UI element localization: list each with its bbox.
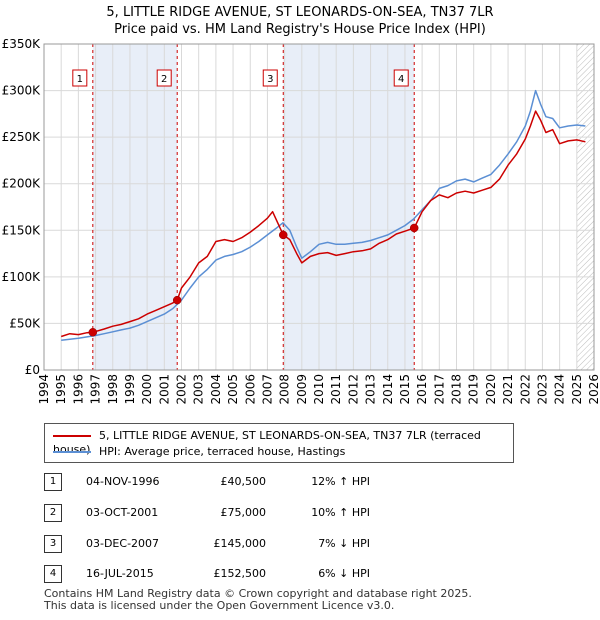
transaction-row: 4 16-JUL-2015 £152,500 6% ↓ HPI bbox=[0, 565, 600, 583]
y-tick-label: £0 bbox=[25, 363, 40, 377]
y-tick-label: £150K bbox=[2, 223, 42, 237]
transaction-number: 2 bbox=[44, 504, 62, 522]
x-tick-label: 2017 bbox=[432, 374, 446, 405]
footer-attribution: Contains HM Land Registry data © Crown c… bbox=[44, 588, 472, 612]
y-tick-label: £50K bbox=[9, 316, 41, 330]
transaction-price: £75,000 bbox=[220, 506, 267, 519]
x-tick-label: 2006 bbox=[243, 374, 257, 405]
x-tick-label: 2008 bbox=[278, 374, 292, 405]
x-tick-label: 1999 bbox=[123, 374, 137, 405]
ownership-band bbox=[283, 44, 415, 370]
sale-label-box bbox=[262, 69, 278, 87]
ownership-band bbox=[92, 44, 178, 370]
sale-point bbox=[172, 295, 182, 305]
chart-title-line1: 5, LITTLE RIDGE AVENUE, ST LEONARDS-ON-S… bbox=[106, 5, 494, 20]
x-tick-label: 2004 bbox=[209, 374, 223, 405]
price-chart: £0 £50K £100K £150K £200K £250K £300K £350K 1994… bbox=[2, 37, 600, 405]
sale-point bbox=[409, 223, 419, 233]
transaction-price: £152,500 bbox=[213, 567, 267, 580]
x-tick-label: 2007 bbox=[260, 374, 274, 405]
footer-line2: This data is licensed under the Open Gov… bbox=[44, 599, 395, 612]
transaction-row: 3 03-DEC-2007 £145,000 7% ↓ HPI bbox=[0, 535, 600, 553]
plot-border bbox=[43, 43, 595, 371]
legend-item-hpi: HPI: Average price, terraced house, Hast… bbox=[53, 445, 345, 459]
footer-line1: Contains HM Land Registry data © Crown c… bbox=[44, 587, 472, 600]
y-tick-label: £200K bbox=[2, 177, 42, 191]
chart-title: 5, LITTLE RIDGE AVENUE, ST LEONARDS-ON-S… bbox=[0, 4, 600, 38]
legend-swatch-price bbox=[53, 435, 91, 437]
sale-label-box bbox=[156, 69, 172, 87]
x-tick-label: 1997 bbox=[89, 374, 103, 405]
transaction-hpi: 6% ↓ HPI bbox=[318, 567, 370, 580]
transaction-price: £145,000 bbox=[213, 537, 267, 550]
transaction-hpi: 10% ↑ HPI bbox=[311, 506, 370, 519]
x-tick-label: 2009 bbox=[295, 374, 309, 405]
transaction-number: 1 bbox=[44, 473, 62, 491]
x-tick-label: 2003 bbox=[192, 374, 206, 405]
x-tick-label: 2019 bbox=[467, 374, 481, 405]
x-tick-label: 2023 bbox=[535, 374, 549, 405]
sale-label: 4 bbox=[398, 74, 404, 85]
transaction-date: 03-DEC-2007 bbox=[86, 537, 160, 550]
transaction-row: 2 03-OCT-2001 £75,000 10% ↑ HPI bbox=[0, 504, 600, 522]
price-paid-line bbox=[60, 110, 586, 338]
sale-label: 1 bbox=[77, 74, 83, 85]
x-tick-label: 2014 bbox=[381, 374, 395, 405]
x-tick-label: 2010 bbox=[312, 374, 326, 405]
sale-point bbox=[88, 328, 98, 337]
x-tick-label: 2001 bbox=[157, 374, 171, 405]
y-tick-label: £100K bbox=[2, 270, 42, 284]
chart-title-line2: Price paid vs. HM Land Registry's House … bbox=[114, 22, 486, 37]
x-tick-label: 2021 bbox=[501, 374, 515, 405]
x-tick-label: 2025 bbox=[570, 374, 584, 405]
transaction-row: 1 04-NOV-1996 £40,500 12% ↑ HPI bbox=[0, 473, 600, 491]
x-tick-label: 2013 bbox=[364, 374, 378, 405]
x-tick-label: 2026 bbox=[587, 374, 600, 405]
x-tick-label: 2016 bbox=[415, 374, 429, 405]
x-tick-label: 1995 bbox=[54, 374, 68, 405]
x-tick-label: 1998 bbox=[106, 374, 120, 405]
forecast-hatch bbox=[576, 44, 594, 370]
transaction-hpi: 7% ↓ HPI bbox=[318, 537, 370, 550]
y-tick-label: £300K bbox=[2, 84, 42, 98]
x-tick-label: 2015 bbox=[398, 374, 412, 405]
x-tick-label: 1996 bbox=[71, 374, 85, 405]
legend-item-price: 5, LITTLE RIDGE AVENUE, ST LEONARDS-ON-S… bbox=[53, 429, 513, 456]
x-tick-label: 2020 bbox=[484, 374, 498, 405]
x-tick-label: 2018 bbox=[450, 374, 464, 405]
legend-label-hpi: HPI: Average price, terraced house, Hast… bbox=[99, 445, 346, 458]
sale-label-box bbox=[393, 69, 409, 87]
x-tick-label: 1994 bbox=[37, 374, 51, 405]
transaction-hpi: 12% ↑ HPI bbox=[311, 475, 370, 488]
sale-label: 3 bbox=[267, 74, 273, 85]
y-tick-label: £350K bbox=[2, 37, 42, 51]
sale-label: 2 bbox=[161, 74, 167, 85]
sale-point bbox=[279, 230, 288, 240]
transaction-date: 04-NOV-1996 bbox=[86, 475, 160, 488]
sale-label-box bbox=[72, 69, 88, 87]
legend-swatch-hpi bbox=[53, 451, 91, 453]
x-tick-label: 2024 bbox=[553, 374, 567, 405]
y-tick-label: £250K bbox=[2, 130, 42, 144]
x-tick-label: 2002 bbox=[175, 374, 189, 405]
chart-legend: 5, LITTLE RIDGE AVENUE, ST LEONARDS-ON-S… bbox=[44, 423, 514, 463]
x-tick-label: 2011 bbox=[329, 374, 343, 405]
transaction-number: 3 bbox=[44, 535, 62, 553]
transaction-date: 16-JUL-2015 bbox=[86, 567, 154, 580]
x-tick-label: 2005 bbox=[226, 374, 240, 405]
x-tick-label: 2022 bbox=[518, 374, 532, 405]
x-tick-label: 2012 bbox=[346, 374, 360, 405]
transaction-price: £40,500 bbox=[220, 475, 267, 488]
transaction-date: 03-OCT-2001 bbox=[86, 506, 159, 519]
transaction-number: 4 bbox=[44, 565, 62, 583]
hpi-line bbox=[61, 89, 586, 341]
x-tick-label: 2000 bbox=[140, 374, 154, 405]
